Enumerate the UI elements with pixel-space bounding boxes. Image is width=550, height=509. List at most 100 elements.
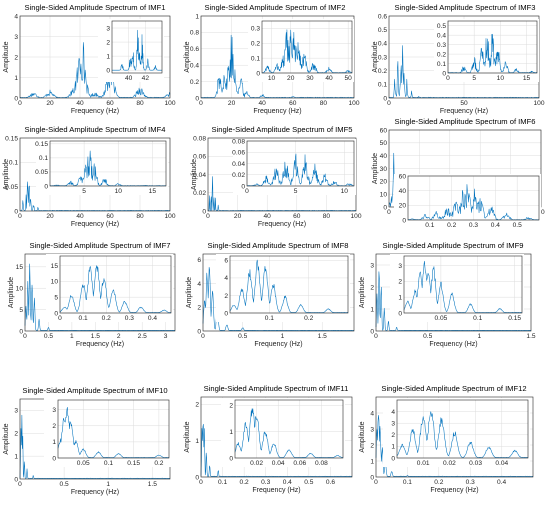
y-tick-label: 0.1 [378, 82, 387, 89]
inset-x-tick-label: 0.4 [491, 222, 500, 229]
x-tick-label: 0.5 [423, 333, 432, 340]
inset-x-tick-label: 0.2 [154, 460, 163, 467]
x-tick-label: 0 [199, 479, 203, 486]
spectrum-line [19, 42, 171, 99]
inset-frame [229, 255, 349, 314]
x-tick-label: 0.1 [403, 479, 412, 486]
inset-y-tick-label: 0.1 [437, 61, 446, 68]
y-tick-label: 0.8 [190, 30, 199, 37]
inset-y-tick-label: 3 [52, 407, 56, 414]
y-tick-label: 0 [14, 208, 18, 215]
inset-y-tick-label: 0 [398, 310, 402, 317]
zoom-inset: 0.1 0.2 0.3 0.4 0.5 0 20 40 60 [394, 173, 541, 229]
inset-y-tick-label: 0.05 [35, 169, 48, 176]
inset-y-tick-label: 0 [106, 67, 110, 74]
y-tick-label: 0 [14, 95, 18, 102]
x-tick-label: 20 [228, 100, 236, 107]
inset-frame [447, 20, 538, 74]
y-tick-label: 1 [14, 75, 18, 82]
inset-x-tick-label: 0.01 [417, 460, 430, 467]
spectrum-line [447, 33, 538, 74]
x-tick-label: 0 [374, 479, 378, 486]
inset-y-tick-label: 40 [399, 188, 407, 195]
x-axis-label: Frequency (Hz) [71, 489, 119, 496]
inset-y-tick-label: 3 [106, 25, 110, 32]
inset-y-tick-label: 0 [402, 217, 406, 224]
y-axis-label: Amplitude [372, 153, 379, 184]
x-tick-label: 0.3 [466, 479, 475, 486]
x-axis-label: Frequency (Hz) [71, 221, 119, 228]
inset-y-tick-label: 0 [241, 183, 245, 190]
inset-x-tick-label: 0 [58, 315, 62, 322]
inset-background [248, 19, 354, 82]
inset-y-tick-label: 15 [51, 263, 59, 270]
zoom-inset: 5 10 15 0 0.05 0.1 0.15 [35, 139, 168, 195]
y-tick-label: 0 [197, 328, 201, 335]
inset-x-tick-label: 0.05 [77, 460, 90, 467]
x-tick-label: 1 [106, 481, 110, 488]
inset-y-tick-label: 2 [224, 293, 228, 300]
inset-y-tick-label: 0 [52, 455, 56, 462]
inset-y-tick-label: 0 [391, 455, 395, 462]
subplot-imf3: Single-Sided Amplitude Spectrum of IMF3 0… [372, 3, 545, 115]
spectrum-line [207, 176, 357, 212]
y-axis-label: Amplitude [359, 421, 366, 452]
x-tick-label: 1.5 [91, 333, 100, 340]
inset-x-tick-label: 0.3 [125, 315, 134, 322]
inset-x-tick-label: 0.2 [304, 315, 313, 322]
spectrum-line [375, 414, 534, 477]
x-axis-label: Frequency (Hz) [253, 108, 301, 115]
inset-y-tick-label: 1 [52, 439, 56, 446]
axes-frame [200, 396, 353, 478]
x-tick-label: 0 [387, 209, 391, 216]
subplot-imf4: Single-Sided Amplitude Spectrum of IMF4 0… [3, 125, 176, 228]
inset-x-tick-label: 0.1 [265, 315, 274, 322]
inset-x-tick-label: 10 [115, 188, 123, 195]
y-tick-label: 2 [195, 402, 199, 409]
inset-y-tick-label: 0 [224, 310, 228, 317]
y-tick-label: 0.4 [378, 41, 387, 48]
inset-x-tick-label: 5 [472, 75, 476, 82]
subplot-title: Single-Sided Amplitude Spectrum of IMF11 [204, 384, 349, 393]
x-axis-label: Frequency (Hz) [254, 341, 302, 348]
inset-x-tick-label: 10 [341, 188, 349, 195]
inset-y-tick-label: 0.1 [39, 155, 48, 162]
x-tick-label: 1 [70, 333, 74, 340]
spectrum-line [202, 266, 355, 331]
spectrum-line [200, 34, 355, 99]
y-tick-label: 50 [380, 140, 388, 147]
inset-y-tick-label: 3 [391, 421, 395, 428]
zoom-inset: 0.05 0.1 0.15 0 1 2 3 [390, 254, 524, 322]
inset-y-tick-label: 4 [391, 409, 395, 416]
y-tick-label: 0.15 [5, 135, 18, 142]
inset-x-tick-label: 0.02 [443, 460, 456, 467]
spectrum-line [111, 29, 163, 71]
x-tick-label: 40 [76, 100, 84, 107]
spectrum-line [246, 153, 355, 187]
zoom-inset: 0.02 0.04 0.06 0.08 0 1 2 [221, 398, 345, 467]
inset-y-tick-label: 0 [229, 455, 233, 462]
inset-x-tick-label: 0.15 [508, 315, 521, 322]
subplot-imf1: Single-Sided Amplitude Spectrum of IMF1 0… [3, 3, 176, 115]
zoom-inset: 0.05 0.1 0.15 0.2 0 1 2 3 [44, 398, 171, 467]
subplot-imf7: Single-Sided Amplitude Spectrum of IMF7 0… [8, 241, 176, 348]
y-tick-label: 4 [14, 13, 18, 20]
inset-y-tick-label: 0.2 [437, 51, 446, 58]
x-tick-label: 0.6 [326, 479, 335, 486]
x-tick-label: 100 [350, 213, 361, 220]
y-tick-label: 1 [14, 453, 18, 460]
zoom-inset: 10 20 30 40 50 0 0.1 0.2 0.3 [248, 19, 354, 82]
y-tick-label: 0.04 [193, 172, 206, 179]
inset-y-tick-label: 2 [106, 39, 110, 46]
inset-x-tick-label: 42 [142, 75, 150, 82]
inset-x-tick-label: 40 [125, 75, 133, 82]
subplot-title: Single-Sided Amplitude Spectrum of IMF9 [383, 241, 524, 250]
subplot-title: Single-Sided Amplitude Spectrum of IMF2 [205, 3, 346, 12]
inset-background [98, 19, 164, 82]
x-tick-label: 2.5 [138, 333, 147, 340]
subplot-title: Single-Sided Amplitude Spectrum of IMF1 [25, 3, 166, 12]
inset-y-tick-label: 0 [44, 183, 48, 190]
inset-y-tick-label: 0.2 [251, 41, 260, 48]
inset-x-tick-label: 0.06 [293, 460, 306, 467]
x-tick-label: 2 [117, 333, 121, 340]
